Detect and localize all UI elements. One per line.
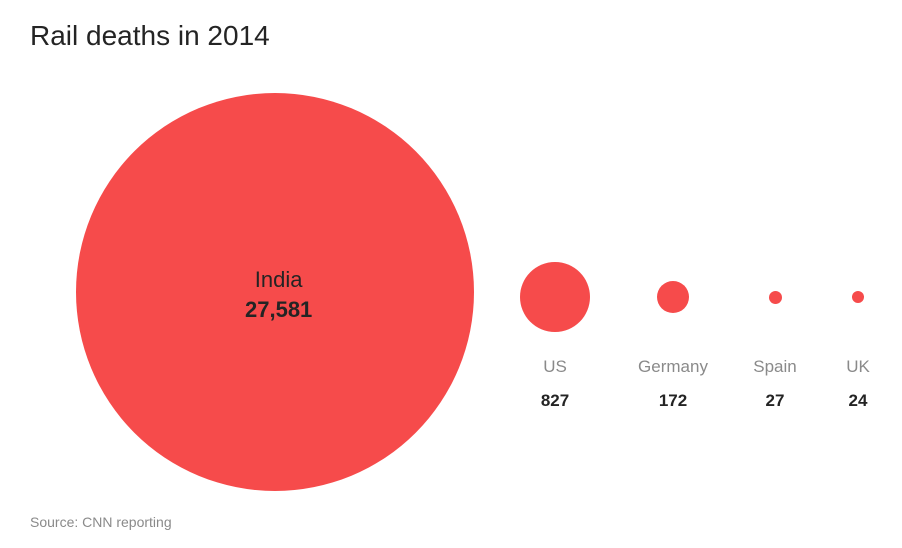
- chart-area: India 27,581 US827Germany172Spain27UK24: [30, 62, 872, 502]
- bubble-name: Germany: [628, 357, 718, 377]
- bubble-value: 172: [628, 391, 718, 411]
- bubble-item-uk: UK 24: [828, 257, 888, 411]
- bubble-india-label: India 27,581: [245, 267, 312, 323]
- bubble-value: 27: [740, 391, 810, 411]
- bubble-germany: [657, 281, 689, 313]
- source-text: Source: CNN reporting: [30, 514, 172, 530]
- bubble-name: US: [510, 357, 600, 377]
- bubble-uk: [852, 291, 864, 303]
- bubble-item-germany: Germany 172: [628, 257, 718, 411]
- bubble-value: 827: [510, 391, 600, 411]
- bubble-name: Spain: [740, 357, 810, 377]
- bubble-india-value: 27,581: [245, 297, 312, 323]
- bubble-value: 24: [828, 391, 888, 411]
- bubble-india-name: India: [245, 267, 312, 293]
- bubble-name: UK: [828, 357, 888, 377]
- chart-title: Rail deaths in 2014: [30, 20, 872, 52]
- chart-container: Rail deaths in 2014 India 27,581 US 827 Ge…: [0, 0, 902, 548]
- bubble-item-us: US 827: [510, 257, 600, 411]
- bubble-spain: [769, 291, 782, 304]
- bubble-us: [520, 262, 590, 332]
- bubble-item-spain: Spain 27: [740, 257, 810, 411]
